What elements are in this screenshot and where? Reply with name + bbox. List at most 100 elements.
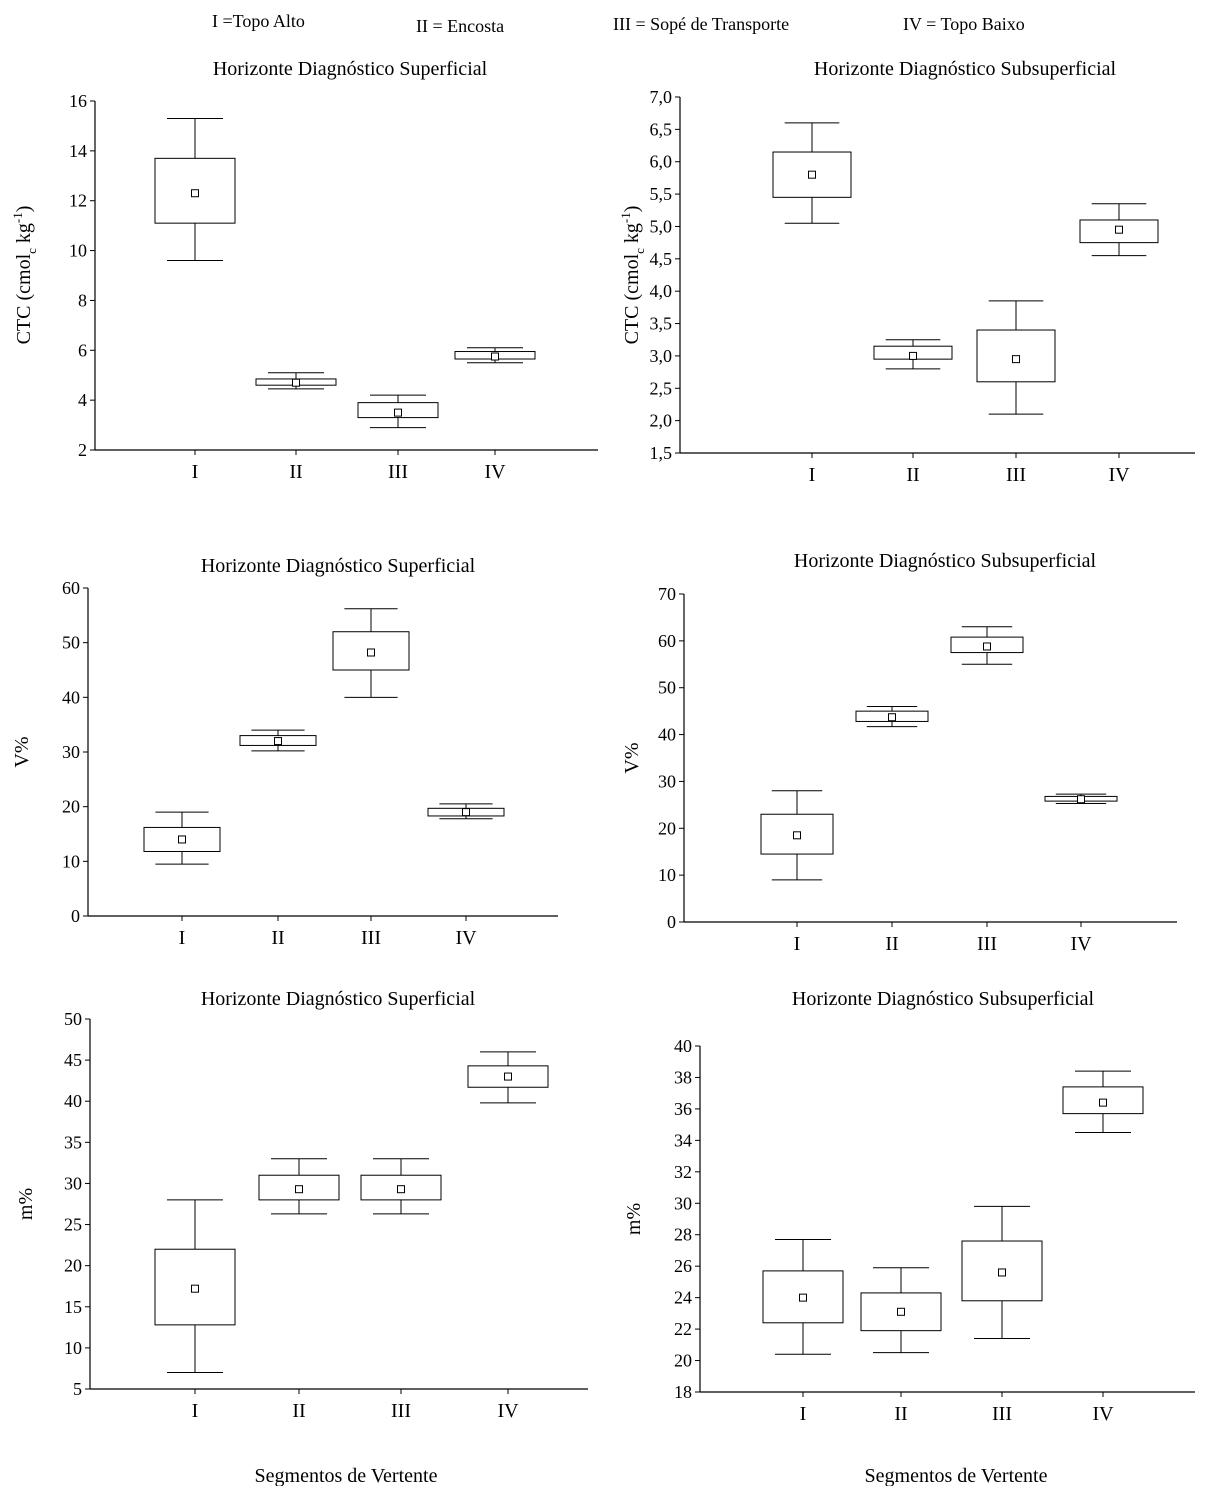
box-II xyxy=(239,729,317,752)
y-axis-label-superscript: -1 xyxy=(10,212,25,223)
box-IV xyxy=(427,803,505,820)
chart-m-superficial: Horizonte Diagnóstico Superficial m% 5 10 15… xyxy=(15,988,588,1422)
box-IV xyxy=(1044,793,1118,804)
y-tick-label: 30 xyxy=(658,771,676,791)
chart-m-subsuperficial: Horizonte Diagnóstico Subsuperficial m% 18… xyxy=(623,988,1195,1425)
y-tick-label: 25 xyxy=(64,1215,82,1235)
y-tick-label: 2,5 xyxy=(650,378,673,398)
y-axis-label-superscript: -1 xyxy=(618,212,633,223)
y-tick-label: 0 xyxy=(71,906,80,926)
y-tick-label: 40 xyxy=(64,1091,82,1111)
box-III xyxy=(961,1205,1043,1340)
box-II xyxy=(255,372,337,390)
y-tick-label: 50 xyxy=(64,1009,82,1029)
y-tick-label: 20 xyxy=(658,818,676,838)
y-tick-label: 38 xyxy=(674,1067,692,1087)
x-axis-label-left: Segmentos de Vertente xyxy=(255,1465,438,1486)
mean-marker xyxy=(397,1185,405,1194)
y-tick-label: 3,0 xyxy=(650,346,673,366)
y-tick-label: 5,0 xyxy=(650,216,673,236)
mean-marker xyxy=(191,189,199,198)
chart-title: Horizonte Diagnóstico Subsuperficial xyxy=(814,58,1117,80)
box-body xyxy=(154,1248,236,1326)
x-tick-label: II xyxy=(885,933,898,955)
mean-marker xyxy=(504,1072,512,1081)
mean-marker xyxy=(1099,1098,1107,1107)
x-tick-label: IV xyxy=(1108,464,1130,486)
y-tick-label: 0 xyxy=(667,912,676,932)
mean-marker xyxy=(367,648,375,657)
x-tick-label: III xyxy=(977,933,997,955)
y-tick-label: 30 xyxy=(64,1173,82,1193)
box-III xyxy=(357,394,439,429)
box-IV xyxy=(1079,203,1159,257)
x-tick-label: I xyxy=(179,927,186,949)
y-axis-label-unit: kg xyxy=(13,223,35,248)
y-axis-label-subscript: c xyxy=(632,248,647,254)
y-tick-label: 16 xyxy=(69,91,87,111)
y-tick-label: 20 xyxy=(674,1351,692,1371)
x-tick-label: III xyxy=(361,927,381,949)
y-tick-label: 20 xyxy=(64,1256,82,1276)
x-tick-label: I xyxy=(800,1403,807,1425)
box-II xyxy=(855,705,929,728)
y-tick-label: 12 xyxy=(69,191,87,211)
mean-marker xyxy=(998,1268,1006,1277)
mean-marker xyxy=(909,351,917,360)
box-III xyxy=(976,300,1056,415)
box-I xyxy=(760,790,834,881)
mean-marker xyxy=(274,737,282,746)
mean-marker xyxy=(462,808,470,817)
chart-title: Horizonte Diagnóstico Subsuperficial xyxy=(794,550,1097,572)
mean-marker xyxy=(1077,795,1085,804)
y-tick-label: 10 xyxy=(64,1338,82,1358)
y-tick-label: 60 xyxy=(62,578,80,598)
y-tick-label: 4,5 xyxy=(650,249,673,269)
box-II xyxy=(860,1267,942,1354)
box-I xyxy=(772,122,852,224)
x-tick-label: III xyxy=(992,1403,1012,1425)
box-I xyxy=(154,1199,236,1374)
x-axis-label-right: Segmentos de Vertente xyxy=(865,1465,1048,1486)
y-axis-label: V% xyxy=(11,736,33,767)
mean-marker xyxy=(292,378,300,387)
mean-marker xyxy=(1115,225,1123,234)
y-tick-label: 34 xyxy=(674,1130,692,1150)
x-tick-label: II xyxy=(292,1400,305,1422)
y-tick-label: 40 xyxy=(62,687,80,707)
y-axis-label: CTC (cmolc kg-1) xyxy=(10,206,39,345)
box-body xyxy=(860,1292,942,1332)
x-tick-label: II xyxy=(289,461,302,483)
y-axis-label: V% xyxy=(621,742,643,773)
y-tick-label: 5 xyxy=(73,1379,82,1399)
x-tick-label: I xyxy=(192,1400,199,1422)
y-tick-label: 50 xyxy=(62,633,80,653)
y-tick-label: 10 xyxy=(69,241,87,261)
x-tick-label: III xyxy=(391,1400,411,1422)
y-tick-label: 36 xyxy=(674,1099,692,1119)
x-tick-label: III xyxy=(1006,464,1026,486)
legend-item-encosta: II = Encosta xyxy=(416,16,504,36)
y-tick-label: 2,0 xyxy=(650,411,673,431)
chart-ctc-superficial: Horizonte Diagnóstico Superficial CTC (cm… xyxy=(10,58,598,483)
chart-v-subsuperficial: Horizonte Diagnóstico Subsuperficial V% 0 1… xyxy=(621,550,1177,955)
y-tick-label: 3,5 xyxy=(650,314,673,334)
box-I xyxy=(143,811,221,865)
box-III xyxy=(950,626,1024,665)
chart-ctc-subsuperficial: Horizonte Diagnóstico Subsuperficial CTC … xyxy=(618,58,1195,486)
y-tick-label: 2 xyxy=(78,440,87,460)
chart-title: Horizonte Diagnóstico Subsuperficial xyxy=(792,988,1095,1010)
y-axis-label-unit: kg xyxy=(621,223,643,248)
box-II xyxy=(258,1158,340,1215)
mean-marker xyxy=(491,352,499,361)
y-axis-label: CTC (cmolc kg-1) xyxy=(618,206,647,345)
y-tick-label: 40 xyxy=(674,1036,692,1056)
y-tick-label: 40 xyxy=(658,725,676,745)
y-tick-label: 6,0 xyxy=(650,152,673,172)
x-tick-label: IV xyxy=(1070,933,1092,955)
y-tick-label: 6 xyxy=(78,340,87,360)
y-tick-label: 4,0 xyxy=(650,281,673,301)
y-axis-label: m% xyxy=(623,1203,645,1235)
chart-title: Horizonte Diagnóstico Superficial xyxy=(201,988,476,1010)
